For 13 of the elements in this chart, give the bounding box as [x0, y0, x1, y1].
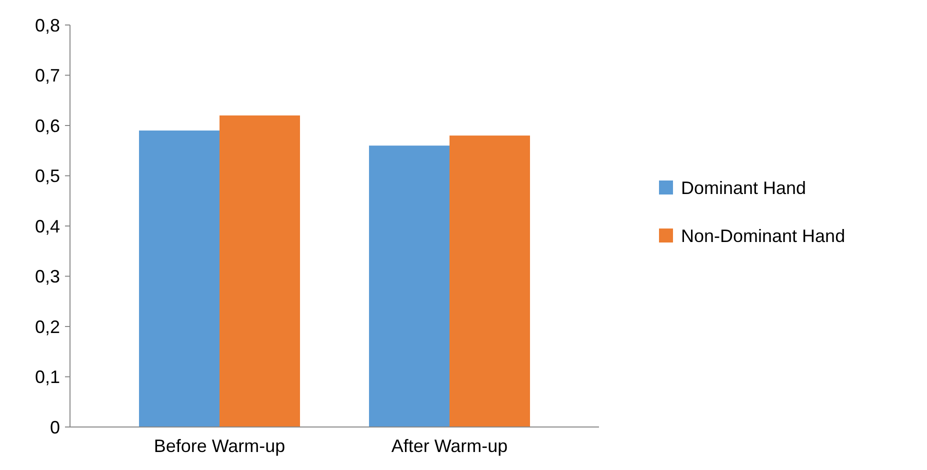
y-tick-label: 0,7	[34, 66, 60, 86]
y-tick-label: 0,5	[34, 166, 60, 186]
legend-label: Non-Dominant Hand	[681, 226, 846, 246]
y-tick-label: 0,3	[34, 266, 60, 287]
y-tick-label: 0,2	[34, 316, 60, 337]
x-tick-label: Before Warm-up	[154, 436, 286, 456]
y-tick-label: 0,1	[34, 367, 60, 388]
y-tick-label: 0,8	[34, 15, 60, 36]
y-tick-label: 0,4	[34, 216, 60, 236]
y-tick-label: 0	[50, 417, 60, 438]
x-tick-label: After Warm-up	[391, 436, 508, 456]
legend-label: Dominant Hand	[681, 178, 806, 198]
y-tick-label: 0,6	[34, 116, 60, 136]
